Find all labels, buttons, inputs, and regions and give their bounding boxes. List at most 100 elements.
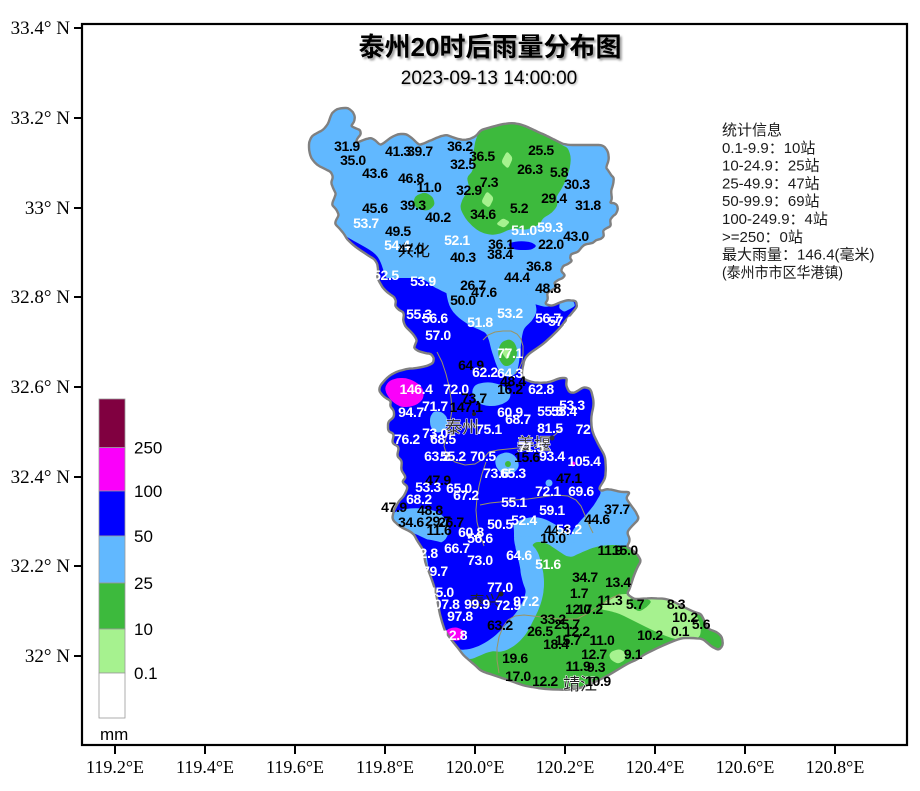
svg-text:52.4: 52.4: [511, 512, 537, 528]
svg-text:15.0: 15.0: [612, 542, 638, 558]
svg-text:5.7: 5.7: [626, 596, 645, 612]
svg-text:1.7: 1.7: [570, 585, 589, 601]
svg-text:26.7: 26.7: [460, 277, 486, 293]
svg-text:73.6: 73.6: [483, 465, 509, 481]
svg-text:22.0: 22.0: [538, 236, 564, 252]
svg-text:36.2: 36.2: [447, 138, 473, 154]
svg-text:15.6: 15.6: [514, 449, 540, 465]
svg-text:68.2: 68.2: [406, 491, 432, 507]
svg-text:57.6: 57.6: [548, 313, 574, 329]
svg-text:100: 100: [134, 482, 162, 501]
svg-text:5.8: 5.8: [550, 164, 569, 180]
svg-text:12.2: 12.2: [532, 673, 558, 689]
svg-text:36.1: 36.1: [488, 236, 514, 252]
svg-text:32.9: 32.9: [456, 182, 482, 198]
svg-text:68.7: 68.7: [505, 411, 531, 427]
svg-text:93.4: 93.4: [539, 448, 565, 464]
svg-text:51.6: 51.6: [535, 556, 561, 572]
svg-text:64.3: 64.3: [497, 365, 523, 381]
svg-text:65.3: 65.3: [500, 465, 526, 481]
svg-text:53.2: 53.2: [497, 305, 523, 321]
svg-text:53.2: 53.2: [556, 521, 582, 537]
svg-text:30.3: 30.3: [564, 176, 590, 192]
svg-text:64.9: 64.9: [458, 357, 484, 373]
svg-text:34.6: 34.6: [470, 206, 496, 222]
svg-text:10.2: 10.2: [637, 627, 663, 643]
svg-text:79.7: 79.7: [422, 563, 448, 579]
svg-text:94.7: 94.7: [398, 404, 424, 420]
svg-text:mm: mm: [100, 725, 128, 744]
svg-text:53.7: 53.7: [353, 215, 379, 231]
svg-text:119.4°E: 119.4°E: [176, 757, 234, 777]
svg-text:51.8: 51.8: [467, 314, 493, 330]
svg-text:68.5: 68.5: [430, 431, 456, 447]
svg-text:72.9: 72.9: [495, 597, 521, 613]
svg-text:7.3: 7.3: [480, 174, 499, 190]
svg-text:120.0°E: 120.0°E: [446, 757, 505, 777]
svg-text:47.0: 47.0: [398, 241, 424, 257]
svg-text:53.3: 53.3: [559, 397, 585, 413]
svg-text:105.4: 105.4: [567, 453, 601, 469]
svg-text:35.0: 35.0: [340, 152, 366, 168]
svg-text:46.8: 46.8: [398, 170, 424, 186]
svg-text:43.2: 43.2: [386, 538, 412, 554]
svg-text:18.4: 18.4: [543, 636, 569, 652]
svg-text:32.8° N: 32.8° N: [11, 287, 71, 308]
svg-text:5.2: 5.2: [510, 200, 529, 216]
svg-text:33.2° N: 33.2° N: [11, 108, 71, 129]
svg-text:73.0: 73.0: [467, 552, 493, 568]
svg-text:59.1: 59.1: [539, 502, 565, 518]
svg-text:33.4° N: 33.4° N: [11, 18, 71, 39]
svg-text:120.4°E: 120.4°E: [626, 757, 685, 777]
svg-text:73.7: 73.7: [461, 390, 487, 406]
svg-text:19.6: 19.6: [502, 650, 528, 666]
svg-text:53.9: 53.9: [410, 273, 436, 289]
svg-text:57.0: 57.0: [425, 327, 451, 343]
svg-text:119.2°E: 119.2°E: [86, 757, 144, 777]
svg-text:47.9: 47.9: [425, 472, 451, 488]
svg-text:55.4: 55.4: [551, 403, 577, 419]
svg-text:0.1: 0.1: [671, 623, 690, 639]
svg-text:119.6°E: 119.6°E: [266, 757, 324, 777]
svg-text:52.1: 52.1: [444, 232, 470, 248]
svg-text:72: 72: [576, 421, 591, 437]
svg-text:9.1: 9.1: [624, 646, 643, 662]
svg-text:32.2° N: 32.2° N: [11, 556, 71, 577]
svg-text:31.8: 31.8: [575, 197, 601, 213]
svg-text:47.6: 47.6: [471, 284, 497, 300]
svg-text:44.6: 44.6: [584, 511, 610, 527]
svg-text:8.3: 8.3: [667, 596, 686, 612]
svg-text:120.6°E: 120.6°E: [716, 757, 775, 777]
svg-text:67.2: 67.2: [453, 487, 479, 503]
svg-text:29.4: 29.4: [541, 190, 567, 206]
svg-text:最大雨量：146.4(毫米): 最大雨量：146.4(毫米): [722, 244, 875, 265]
svg-text:70.5: 70.5: [470, 448, 496, 464]
svg-text:50.5: 50.5: [487, 516, 513, 532]
svg-text:32.4° N: 32.4° N: [11, 467, 71, 488]
svg-text:72.8: 72.8: [412, 545, 438, 561]
svg-text:泰州20时后雨量分布图: 泰州20时后雨量分布图: [359, 27, 622, 64]
svg-text:107.8: 107.8: [426, 596, 460, 612]
svg-text:2023-09-13 14:00:00: 2023-09-13 14:00:00: [401, 68, 577, 89]
svg-text:99.9: 99.9: [464, 596, 490, 612]
svg-text:69.6: 69.6: [568, 483, 594, 499]
svg-text:10.0: 10.0: [540, 530, 566, 546]
svg-text:11.6: 11.6: [427, 522, 452, 538]
svg-text:43.6: 43.6: [362, 165, 388, 181]
svg-text:>=250：0站: >=250：0站: [722, 226, 803, 247]
svg-text:(泰州市市区华港镇): (泰州市市区华港镇): [722, 261, 843, 282]
svg-text:39.3: 39.3: [400, 197, 426, 213]
svg-text:63.2: 63.2: [424, 448, 450, 464]
svg-text:泰州: 泰州: [445, 413, 479, 438]
svg-text:16.2: 16.2: [497, 381, 523, 397]
svg-text:100-249.9：4站: 100-249.9：4站: [722, 208, 828, 229]
svg-text:25.7: 25.7: [554, 616, 580, 632]
svg-text:32.5: 32.5: [450, 156, 476, 172]
svg-text:10.2: 10.2: [672, 609, 698, 625]
svg-text:54.4: 54.4: [384, 237, 410, 253]
svg-text:43.0: 43.0: [563, 228, 589, 244]
svg-text:40.3: 40.3: [450, 249, 476, 265]
svg-text:11.0: 11.0: [590, 632, 615, 648]
svg-text:52.5: 52.5: [373, 267, 399, 283]
svg-text:71.7: 71.7: [422, 398, 448, 414]
